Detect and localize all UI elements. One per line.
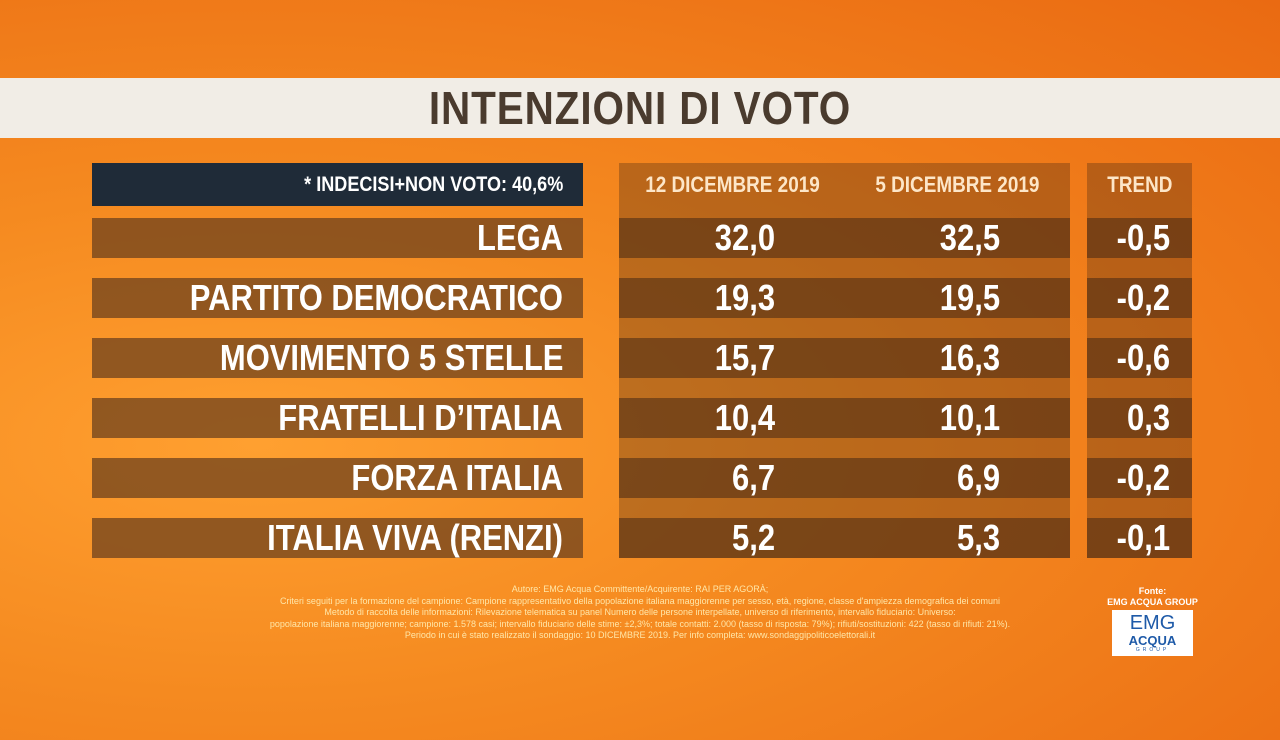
- row-band: [1087, 218, 1192, 258]
- value-cell-text: -0,5: [1116, 217, 1170, 258]
- value-cell-text: 19,3: [714, 277, 775, 318]
- row-label: ITALIA VIVA (RENZI): [92, 517, 583, 558]
- value-cell: 5,2: [619, 517, 845, 558]
- value-cell: 10,1: [845, 397, 1070, 438]
- title: INTENZIONI DI VOTO: [428, 82, 852, 134]
- value-cell: -0,5: [1087, 217, 1192, 258]
- column-header: TREND: [1087, 163, 1192, 206]
- value-cell-text: 0,3: [1126, 397, 1170, 438]
- value-cell: 19,5: [845, 277, 1070, 318]
- row-band: [1087, 278, 1192, 318]
- column-header-text: 12 DICEMBRE 2019: [644, 171, 820, 197]
- row-band: [1087, 398, 1192, 438]
- row-band: [1087, 338, 1192, 378]
- value-cell: 32,0: [619, 217, 845, 258]
- footer-line: Autore: EMG Acqua Committente/Acquirente…: [511, 584, 769, 594]
- row-label: FRATELLI D’ITALIA: [92, 397, 583, 438]
- row-label-text: LEGA: [476, 217, 563, 258]
- value-cell: 0,3: [1087, 397, 1192, 438]
- source: Fonte: EMG ACQUA GROUP: [1100, 586, 1205, 608]
- value-cell: -0,6: [1087, 337, 1192, 378]
- column-header: 12 DICEMBRE 2019: [619, 163, 845, 206]
- column-header-text: 5 DICEMBRE 2019: [875, 171, 1040, 197]
- row-band: [1087, 458, 1192, 498]
- column-header-text: TREND: [1106, 171, 1173, 197]
- footer-line: Periodo in cui è stato realizzato il son…: [404, 630, 876, 640]
- row-band: [619, 338, 1070, 378]
- column-header: 5 DICEMBRE 2019: [845, 163, 1070, 206]
- value-cell-text: -0,2: [1116, 457, 1170, 498]
- row-label: PARTITO DEMOCRATICO: [92, 277, 583, 318]
- value-cell-text: 10,1: [939, 397, 1000, 438]
- value-cell-text: 10,4: [714, 397, 775, 438]
- row-label-text: FRATELLI D’ITALIA: [278, 397, 563, 438]
- value-cell-text: 32,0: [714, 217, 775, 258]
- value-cell: 6,9: [845, 457, 1070, 498]
- row-band: [1087, 518, 1192, 558]
- value-cell-text: 19,5: [939, 277, 1000, 318]
- logo: EMG ACQUA GROUP: [1112, 610, 1193, 656]
- footer-line: popolazione italiana maggiorenne; campio…: [269, 618, 1011, 629]
- value-cell-text: 16,3: [939, 337, 1000, 378]
- logo-top: EMG: [1129, 612, 1176, 634]
- logo-bottom: ACQUA: [1128, 633, 1177, 648]
- value-cell-text: -0,6: [1116, 337, 1170, 378]
- value-cell-text: 6,9: [956, 457, 1000, 498]
- logo-sub: GROUP: [1135, 647, 1170, 653]
- value-cell-text: 5,3: [956, 517, 1000, 558]
- value-cell-text: 15,7: [714, 337, 775, 378]
- value-cell: 19,3: [619, 277, 845, 318]
- value-cell: 10,4: [619, 397, 845, 438]
- row-label-text: ITALIA VIVA (RENZI): [267, 517, 563, 558]
- note: * INDECISI+NON VOTO: 40,6%: [303, 172, 563, 196]
- row-band: [619, 218, 1070, 258]
- value-cell: -0,2: [1087, 277, 1192, 318]
- value-cell: -0,2: [1087, 457, 1192, 498]
- value-cell: 5,3: [845, 517, 1070, 558]
- title-banner: [0, 78, 1280, 138]
- row-band: [619, 278, 1070, 318]
- row-band: [619, 398, 1070, 438]
- value-cell-text: 5,2: [731, 517, 775, 558]
- row-label: MOVIMENTO 5 STELLE: [92, 337, 583, 378]
- footer: Autore: EMG Acqua Committente/Acquirente…: [140, 584, 1140, 642]
- row-label-text: PARTITO DEMOCRATICO: [189, 277, 563, 318]
- source-label: Fonte:: [1138, 586, 1167, 596]
- value-cell-text: 32,5: [939, 217, 1000, 258]
- value-cell: 15,7: [619, 337, 845, 378]
- note-box: * INDECISI+NON VOTO: 40,6%: [92, 163, 583, 206]
- row-band: [619, 518, 1070, 558]
- source-name: EMG ACQUA GROUP: [1107, 597, 1198, 607]
- row-label-text: MOVIMENTO 5 STELLE: [219, 337, 563, 378]
- row-label: LEGA: [92, 217, 583, 258]
- value-cell-text: -0,1: [1116, 517, 1170, 558]
- value-cell: 32,5: [845, 217, 1070, 258]
- value-cell-text: -0,2: [1116, 277, 1170, 318]
- row-label: FORZA ITALIA: [92, 457, 583, 498]
- footer-line: Criteri seguiti per la formazione del ca…: [279, 595, 1001, 606]
- row-label-text: FORZA ITALIA: [351, 457, 563, 498]
- footer-line: Metodo di raccolta delle informazioni: R…: [324, 607, 956, 617]
- row-band: [619, 458, 1070, 498]
- value-cell-text: 6,7: [731, 457, 775, 498]
- value-cell: 6,7: [619, 457, 845, 498]
- value-cell: 16,3: [845, 337, 1070, 378]
- value-cell: -0,1: [1087, 517, 1192, 558]
